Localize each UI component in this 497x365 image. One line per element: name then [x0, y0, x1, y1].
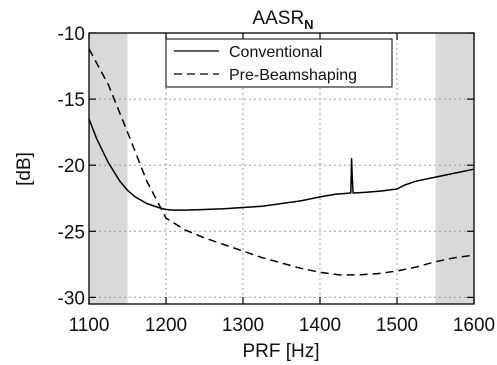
x-tick-label: 1300	[222, 315, 264, 336]
series-line-conventional	[88, 118, 475, 211]
x-tick-label: 1600	[453, 315, 495, 336]
shaded-region-2	[435, 33, 474, 304]
legend: Conventional Pre-Beamshaping	[165, 38, 393, 88]
series-line-pre-beamshaping	[88, 48, 475, 276]
legend-label-conventional: Conventional	[229, 44, 322, 61]
chart-title-main: AASR	[252, 8, 304, 29]
y-tick-label: -30	[58, 288, 85, 309]
axis-ticks: 1100 1200 1300 1400 1500 1600 -30 -25 -20 -15 -10	[58, 24, 496, 336]
y-tick-label: -15	[58, 90, 85, 111]
legend-label-pre-beamshaping: Pre-Beamshaping	[229, 67, 357, 84]
y-tick-label: -10	[58, 24, 85, 45]
y-axis-label: [dB]	[14, 152, 35, 186]
shaded-regions	[89, 33, 474, 304]
shaded-region-1	[89, 33, 128, 304]
series-lines	[88, 48, 475, 276]
y-tick-label: -25	[58, 222, 85, 243]
x-tick-label: 1500	[376, 315, 418, 336]
chart-title-subscript: N	[304, 17, 313, 32]
y-tick-label: -20	[58, 156, 85, 177]
x-tick-label: 1100	[69, 315, 110, 336]
legend-box	[165, 38, 393, 88]
x-tick-label: 1200	[145, 315, 187, 336]
plot-frame	[88, 32, 475, 305]
chart-title: AASRN	[252, 8, 313, 32]
x-axis-label: PRF [Hz]	[242, 341, 319, 362]
x-tick-label: 1400	[299, 315, 341, 336]
